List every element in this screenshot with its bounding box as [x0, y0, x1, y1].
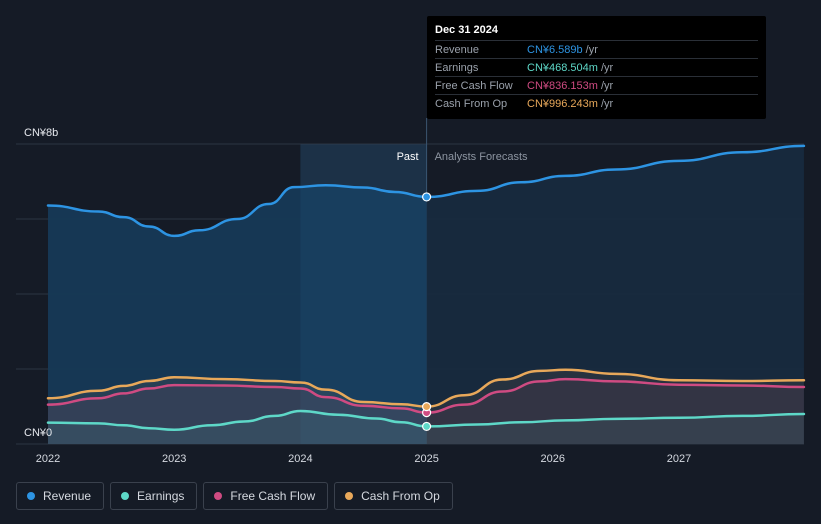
series-line-earnings [46, 409, 806, 431]
forecast-label: Analysts Forecasts [435, 151, 528, 163]
legend-item-revenue[interactable]: Revenue [16, 482, 105, 510]
x-tick-label: 2024 [288, 453, 312, 465]
x-tick-label: 2023 [162, 453, 186, 465]
tooltip-label: Free Cash Flow [435, 79, 513, 92]
tooltip-label: Earnings [435, 61, 479, 74]
tooltip-unit: /yr [600, 97, 614, 110]
series-area-free-cash-flow [48, 379, 804, 444]
tooltip-row-earnings: Earnings CN¥468.504m /yr [435, 58, 758, 76]
legend-dot-icon [345, 492, 354, 500]
series-line-free-cash-flow [46, 377, 806, 414]
legend-item-free-cash-flow[interactable]: Free Cash Flow [203, 482, 329, 510]
legend-label: Earnings [137, 489, 185, 503]
tooltip-label: Cash From Op [435, 97, 508, 110]
x-tick-label: 2027 [667, 453, 691, 465]
x-tick-label: 2022 [36, 453, 60, 465]
series-line-revenue [46, 144, 806, 238]
tooltip-date: Dec 31 2024 [435, 24, 498, 36]
tooltip-row-cash-from-op: Cash From Op CN¥996.243m /yr [435, 94, 758, 112]
legend-item-cash-from-op[interactable]: Cash From Op [334, 482, 453, 510]
x-tick-label: 2025 [414, 453, 438, 465]
legend-label: Revenue [43, 489, 92, 503]
tooltip-unit: /yr [600, 79, 614, 92]
tooltip-value: CN¥996.243m [527, 97, 598, 110]
legend-label: Free Cash Flow [230, 489, 316, 503]
marker-earnings [422, 421, 432, 432]
tooltip-value: CN¥6.589b [527, 43, 583, 56]
revenue-area-forecast [426, 145, 804, 444]
y-axis-top-label: CN¥8b [24, 127, 58, 139]
legend-dot-icon [121, 492, 130, 500]
y-axis-bottom-label: CN¥0 [24, 427, 52, 439]
tooltip-row-free-cash-flow: Free Cash Flow CN¥836.153m /yr [435, 76, 758, 94]
x-tick-label: 2026 [541, 453, 565, 465]
legend-dot-icon [27, 492, 35, 500]
marker-cash-from-op [422, 402, 432, 412]
revenue-area-past [48, 185, 427, 444]
tooltip-unit: /yr [600, 61, 614, 74]
past-label: Past [397, 151, 419, 163]
tooltip-label: Revenue [435, 43, 480, 56]
tooltip-value: CN¥836.153m [527, 79, 598, 92]
legend-dot-icon [214, 492, 223, 500]
legend-label: Cash From Op [361, 489, 440, 503]
series-line-cash-from-op [46, 368, 806, 408]
marker-revenue [422, 192, 432, 202]
tooltip-value: CN¥468.504m [527, 61, 598, 74]
tooltip-row-revenue: Revenue CN¥6.589b /yr [435, 40, 758, 58]
chart-legend: Revenue Earnings Free Cash Flow Cash Fro… [16, 482, 453, 510]
tooltip-panel: Dec 31 2024 Revenue CN¥6.589b /yr Earnin… [427, 16, 766, 119]
tooltip-unit: /yr [585, 43, 598, 56]
legend-item-earnings[interactable]: Earnings [110, 482, 198, 510]
